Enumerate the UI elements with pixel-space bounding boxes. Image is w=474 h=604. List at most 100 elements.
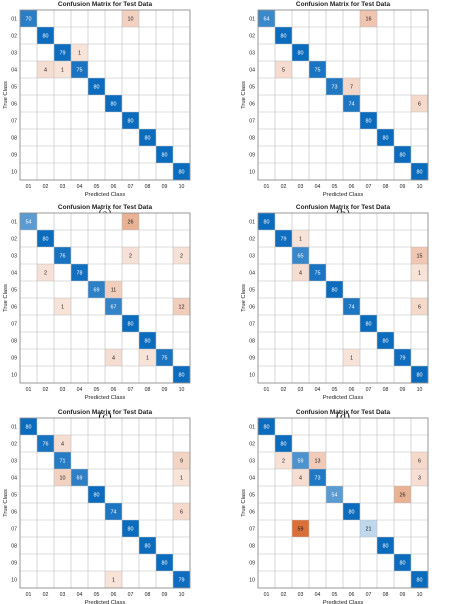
cell-value: 79 xyxy=(281,237,287,243)
cell-value: 1 xyxy=(78,51,81,57)
matrix-cell xyxy=(139,349,156,366)
x-tick-label: 04 xyxy=(77,387,83,393)
matrix-cell xyxy=(309,452,326,469)
matrix-cell xyxy=(309,264,326,281)
matrix-frame xyxy=(19,212,191,384)
x-tick-label: 04 xyxy=(315,592,321,598)
cell-value: 75 xyxy=(162,356,168,362)
cell-value: 4 xyxy=(61,442,64,448)
matrix-cell xyxy=(156,349,173,366)
matrix-cell xyxy=(326,486,343,503)
cell-value: 80 xyxy=(417,373,423,379)
matrix-cell xyxy=(71,61,88,78)
cell-value: 80 xyxy=(298,51,304,57)
y-tick-label: 03 xyxy=(11,459,17,465)
y-tick-label: 01 xyxy=(11,220,17,226)
matrix-cell xyxy=(411,452,428,469)
cell-value: 80 xyxy=(383,339,389,345)
cell-value: 12 xyxy=(179,305,185,311)
x-axis-label: Predicted Class xyxy=(85,600,126,604)
matrix-cell xyxy=(292,44,309,61)
x-tick-label: 01 xyxy=(264,387,270,393)
x-tick-label: 07 xyxy=(128,184,134,190)
y-tick-label: 03 xyxy=(11,51,17,57)
y-tick-label: 03 xyxy=(249,459,255,465)
cell-value: 80 xyxy=(349,510,355,516)
cell-value: 64 xyxy=(264,17,270,23)
cell-value: 10 xyxy=(128,17,134,23)
y-tick-label: 08 xyxy=(249,136,255,142)
y-tick-label: 02 xyxy=(11,442,17,448)
matrix-cell xyxy=(411,163,428,180)
matrix-cell xyxy=(360,315,377,332)
chart-title: Confusion Matrix for Test Data xyxy=(58,1,153,8)
matrix-cell xyxy=(343,349,360,366)
y-tick-label: 06 xyxy=(11,102,17,108)
matrix-cell xyxy=(173,452,190,469)
y-tick-label: 08 xyxy=(249,544,255,550)
matrix-cell xyxy=(275,452,292,469)
x-axis-label: Predicted Class xyxy=(323,395,364,401)
cell-value: 5 xyxy=(282,68,285,74)
x-tick-label: 09 xyxy=(162,387,168,393)
y-tick-label: 03 xyxy=(11,254,17,260)
x-tick-label: 09 xyxy=(400,387,406,393)
matrix-cell xyxy=(411,469,428,486)
x-tick-label: 10 xyxy=(417,387,423,393)
cell-value: 80 xyxy=(145,136,151,142)
cell-value: 4 xyxy=(299,271,302,277)
cell-value: 4 xyxy=(44,68,47,74)
confusion-matrix-panel-b: Confusion Matrix for Test Data 64 16 80 80 5 7… xyxy=(241,1,429,220)
matrix-cell xyxy=(88,78,105,95)
cell-value: 2 xyxy=(44,271,47,277)
cell-value: 80 xyxy=(264,425,270,431)
x-tick-label: 07 xyxy=(128,387,134,393)
y-tick-label: 04 xyxy=(249,476,255,482)
cell-value: 80 xyxy=(145,339,151,345)
matrix-cell xyxy=(173,366,190,383)
x-tick-label: 01 xyxy=(264,184,270,190)
matrix-cell xyxy=(343,298,360,315)
cell-value: 80 xyxy=(264,220,270,226)
cell-value: 1 xyxy=(146,356,149,362)
y-tick-label: 03 xyxy=(249,51,255,57)
x-tick-label: 10 xyxy=(417,592,423,598)
cell-value: 80 xyxy=(366,322,372,328)
y-tick-label: 10 xyxy=(11,170,17,176)
matrix-cell xyxy=(54,452,71,469)
y-tick-label: 01 xyxy=(249,220,255,226)
matrix-cell xyxy=(20,213,37,230)
x-tick-label: 10 xyxy=(179,387,185,393)
y-tick-label: 07 xyxy=(249,119,255,125)
y-tick-label: 08 xyxy=(249,339,255,345)
matrix-cell xyxy=(258,10,275,27)
cell-value: 26 xyxy=(400,493,406,499)
x-tick-label: 06 xyxy=(349,387,355,393)
cell-value: 80 xyxy=(366,119,372,125)
x-tick-label: 10 xyxy=(417,184,423,190)
x-axis-label: Predicted Class xyxy=(323,600,364,604)
x-tick-label: 04 xyxy=(315,387,321,393)
cell-value: 80 xyxy=(179,373,185,379)
x-tick-label: 05 xyxy=(332,592,338,598)
cell-value: 80 xyxy=(145,544,151,550)
cell-value: 69 xyxy=(77,476,83,482)
x-tick-label: 07 xyxy=(366,592,372,598)
matrix-cell xyxy=(54,435,71,452)
cell-value: 80 xyxy=(128,322,134,328)
matrix-cell xyxy=(37,230,54,247)
x-tick-label: 02 xyxy=(43,387,49,393)
y-axis-label: True Class xyxy=(3,284,9,312)
x-tick-label: 08 xyxy=(383,592,389,598)
x-tick-label: 05 xyxy=(332,184,338,190)
x-tick-label: 03 xyxy=(60,387,66,393)
x-tick-label: 09 xyxy=(162,184,168,190)
chart-title: Confusion Matrix for Test Data xyxy=(296,409,391,416)
matrix-cell xyxy=(343,503,360,520)
cell-value: 2 xyxy=(129,254,132,260)
x-tick-label: 08 xyxy=(383,184,389,190)
cell-value: 16 xyxy=(366,17,372,23)
cell-value: 9 xyxy=(180,459,183,465)
confusion-matrix-panel-d: Confusion Matrix for Test Data 80 79 1 65 15 4… xyxy=(241,204,429,423)
matrix-cell xyxy=(275,27,292,44)
